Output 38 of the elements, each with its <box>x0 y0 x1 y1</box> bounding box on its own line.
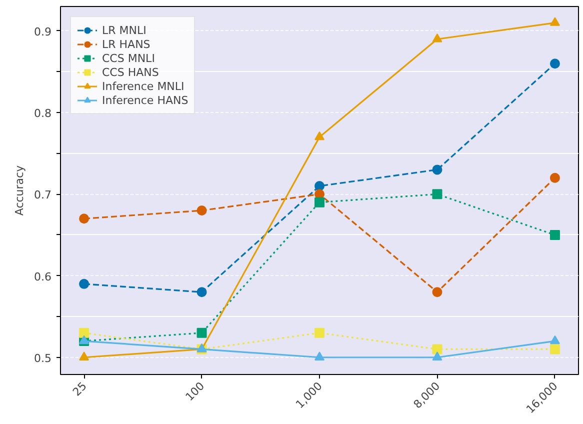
point <box>432 344 442 354</box>
y-axis-title: Accuracy <box>13 164 26 216</box>
legend-label: CCS HANS <box>102 65 159 79</box>
point <box>432 33 442 42</box>
point <box>314 352 324 360</box>
point <box>314 328 324 338</box>
y-tick-label: 0.9 <box>34 25 52 38</box>
y-tick-label: 0.8 <box>34 107 52 120</box>
point <box>79 214 90 224</box>
x-tick-label: 100 <box>183 380 208 404</box>
point <box>550 172 560 183</box>
legend-label: Inference HANS <box>102 93 188 107</box>
y-tick-label: 0.7 <box>34 188 52 202</box>
legend-label: LR HANS <box>102 37 150 51</box>
point <box>79 278 90 289</box>
y-tick-label: 0.6 <box>34 270 52 284</box>
legend-label: LR MNLI <box>102 23 146 37</box>
point <box>79 352 90 360</box>
point <box>196 287 207 298</box>
point <box>196 328 207 338</box>
legend-label: CCS MNLI <box>102 51 155 65</box>
legend-label: Inference MNLI <box>102 79 184 93</box>
point <box>314 181 324 192</box>
point <box>314 197 324 208</box>
point <box>432 164 442 175</box>
point <box>550 344 560 354</box>
point <box>432 352 442 360</box>
point <box>432 287 442 298</box>
point <box>550 58 560 69</box>
y-tick-label: 0.5 <box>34 352 52 365</box>
point <box>79 328 90 338</box>
x-tick-label: 25 <box>70 380 90 399</box>
point <box>196 206 207 216</box>
point <box>432 189 442 200</box>
point <box>314 131 324 140</box>
point <box>550 230 560 240</box>
point <box>550 17 560 26</box>
point <box>550 335 560 344</box>
